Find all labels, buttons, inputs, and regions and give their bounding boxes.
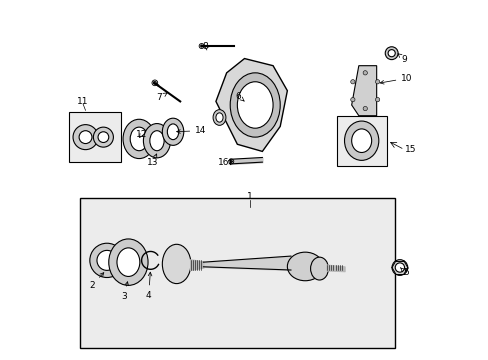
- Ellipse shape: [143, 123, 170, 158]
- Text: 15: 15: [404, 145, 415, 154]
- Circle shape: [73, 125, 98, 150]
- Ellipse shape: [310, 257, 328, 280]
- Bar: [69, 112, 121, 162]
- Ellipse shape: [123, 119, 155, 158]
- Text: 1: 1: [246, 192, 252, 201]
- Circle shape: [152, 80, 157, 86]
- Circle shape: [228, 159, 233, 164]
- Circle shape: [375, 98, 379, 102]
- Ellipse shape: [213, 110, 225, 125]
- Text: 5: 5: [400, 267, 408, 277]
- Circle shape: [350, 80, 354, 84]
- Circle shape: [350, 98, 354, 102]
- Polygon shape: [216, 59, 287, 152]
- Circle shape: [385, 47, 397, 60]
- Ellipse shape: [149, 131, 164, 151]
- Text: 10: 10: [380, 74, 412, 84]
- Ellipse shape: [162, 118, 183, 145]
- Circle shape: [375, 80, 379, 84]
- Circle shape: [391, 260, 407, 275]
- Text: 4: 4: [145, 272, 152, 300]
- Circle shape: [199, 44, 203, 49]
- Circle shape: [387, 50, 394, 57]
- Circle shape: [98, 132, 108, 143]
- Circle shape: [90, 243, 124, 278]
- Text: 11: 11: [77, 97, 89, 106]
- Ellipse shape: [237, 82, 272, 128]
- Ellipse shape: [108, 239, 148, 285]
- Text: 3: 3: [121, 282, 128, 301]
- Ellipse shape: [287, 252, 323, 281]
- Ellipse shape: [167, 124, 179, 140]
- Bar: [80, 198, 394, 348]
- Text: 9: 9: [397, 54, 407, 64]
- Text: 13: 13: [146, 154, 158, 167]
- Text: 8: 8: [202, 42, 208, 51]
- Circle shape: [97, 250, 117, 270]
- Circle shape: [363, 107, 366, 111]
- Text: 16: 16: [218, 158, 232, 167]
- Ellipse shape: [216, 113, 223, 122]
- Circle shape: [153, 81, 156, 84]
- Ellipse shape: [230, 73, 280, 137]
- Ellipse shape: [130, 127, 148, 151]
- Text: 6: 6: [235, 91, 244, 101]
- Ellipse shape: [117, 248, 140, 276]
- Text: 2: 2: [89, 273, 103, 290]
- Ellipse shape: [351, 129, 371, 153]
- Circle shape: [200, 45, 203, 47]
- Text: 12: 12: [136, 130, 147, 139]
- Polygon shape: [351, 66, 376, 116]
- Text: 7: 7: [156, 93, 167, 102]
- Ellipse shape: [344, 121, 378, 160]
- Circle shape: [394, 263, 404, 272]
- Circle shape: [79, 131, 92, 144]
- Circle shape: [230, 160, 232, 162]
- Circle shape: [93, 127, 113, 147]
- Circle shape: [363, 71, 366, 75]
- Text: 14: 14: [176, 126, 206, 135]
- Bar: [337, 116, 386, 166]
- Ellipse shape: [162, 244, 190, 284]
